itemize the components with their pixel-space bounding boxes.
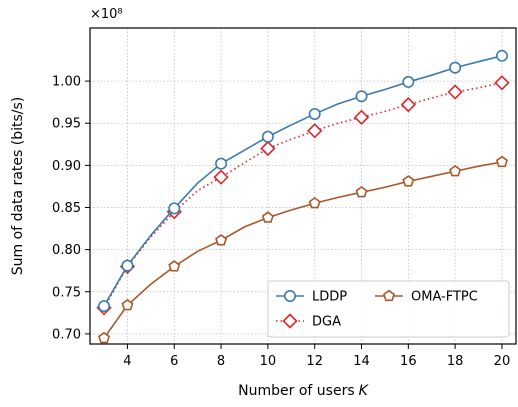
series-line — [103, 81, 503, 309]
y-tick-label: 0.85 — [52, 201, 81, 216]
legend-marker — [383, 289, 395, 302]
data-point — [261, 211, 274, 223]
x-tick-label: 12 — [306, 354, 323, 369]
x-tick-label: 14 — [353, 354, 370, 369]
x-tick-label: 10 — [260, 354, 277, 369]
axis-ticks: 4 6 8 10 12 14 16 18 20 0.70 0.75 0.80 0.85 0.90 0.95 1… — [52, 75, 510, 369]
legend-item-oma-ftpc: OMA-FTPC — [375, 290, 478, 305]
legend-label: OMA-FTPC — [411, 290, 478, 305]
data-point — [98, 331, 111, 344]
data-point — [98, 300, 111, 313]
data-point — [215, 157, 228, 170]
y-tick-label: 0.95 — [52, 117, 81, 132]
data-point — [355, 90, 368, 103]
x-axis-label-text: Number of users — [238, 383, 354, 399]
data-point — [353, 109, 370, 125]
x-axis-label-symbol: K — [359, 383, 370, 399]
data-point — [400, 97, 416, 113]
series-lddp — [98, 49, 508, 313]
data-point — [121, 259, 134, 272]
data-point — [495, 49, 508, 62]
legend-label: LDDP — [312, 290, 347, 305]
legend: LDDP OMA-FTPC DGA — [267, 280, 510, 338]
y-tick-label: 0.75 — [52, 285, 81, 300]
data-point — [308, 107, 321, 120]
data-point — [261, 130, 274, 143]
data-point — [402, 75, 415, 88]
data-point — [307, 123, 323, 139]
legend-label: DGA — [312, 315, 341, 330]
x-axis-label: Number of users K — [238, 383, 369, 399]
y-axis-label: Sum of data rates (bits/s) — [10, 97, 26, 275]
y-tick-label: 0.70 — [52, 327, 81, 342]
data-point — [495, 155, 508, 168]
data-point — [168, 202, 181, 215]
y-tick-label: 0.80 — [52, 243, 81, 258]
data-point — [121, 298, 134, 311]
legend-box — [267, 280, 510, 338]
series-layer — [96, 49, 510, 344]
legend-marker — [282, 313, 298, 329]
legend-marker — [283, 289, 296, 302]
data-point — [213, 169, 229, 185]
data-point — [308, 196, 321, 209]
data-point — [168, 260, 181, 272]
data-point — [449, 164, 462, 177]
x-tick-label: 4 — [123, 354, 131, 369]
series-oma-ftpc — [98, 155, 508, 344]
data-point — [402, 175, 415, 187]
y-axis-exponent-label: ×10⁸ — [90, 7, 123, 22]
legend-item-lddp: LDDP — [276, 290, 347, 305]
x-tick-label: 6 — [170, 354, 178, 369]
data-point — [355, 186, 368, 198]
y-tick-label: 0.90 — [52, 159, 81, 174]
series-line — [103, 55, 503, 307]
x-tick-label: 16 — [400, 354, 417, 369]
x-tick-label: 8 — [217, 354, 225, 369]
data-point — [260, 140, 276, 157]
legend-item-dga: DGA — [276, 313, 341, 330]
data-point — [215, 234, 228, 246]
data-point — [447, 84, 463, 100]
data-point — [494, 75, 510, 91]
x-tick-label: 20 — [494, 354, 511, 369]
y-tick-label: 1.00 — [52, 75, 81, 90]
x-tick-label: 18 — [447, 354, 464, 369]
plot-frame — [89, 27, 517, 345]
data-point — [449, 61, 462, 74]
